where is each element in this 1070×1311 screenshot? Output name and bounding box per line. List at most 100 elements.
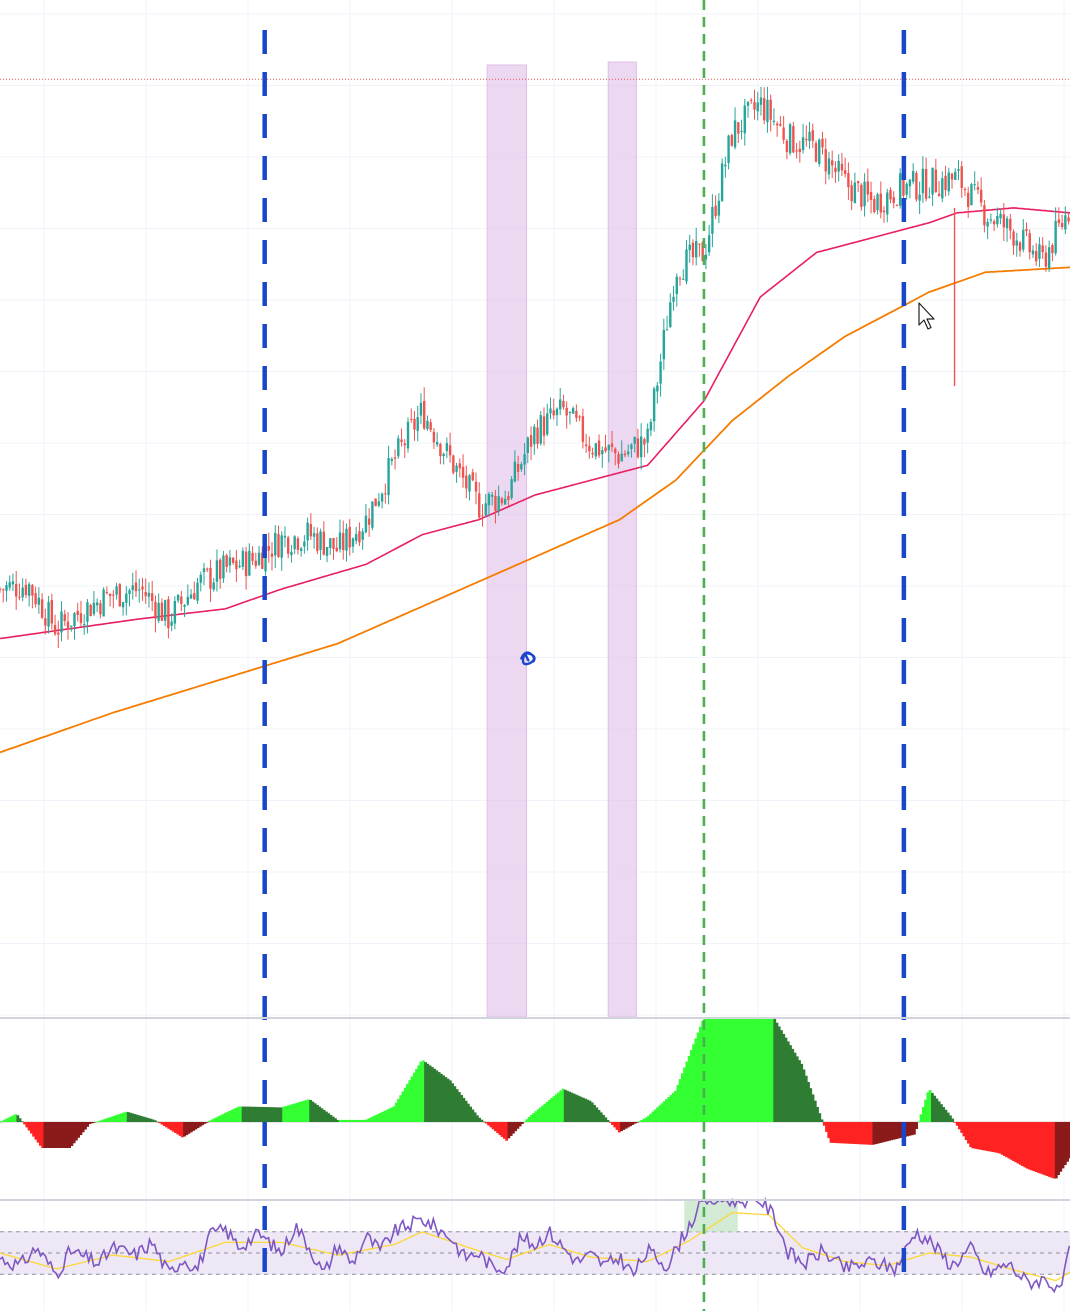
candle-body (594, 443, 598, 457)
histogram-bar (1068, 1122, 1070, 1159)
histogram-bar (550, 1098, 554, 1122)
candle-body (57, 632, 60, 635)
histogram-bar (543, 1103, 547, 1122)
candle-body (235, 560, 238, 570)
histogram-bar (151, 1119, 155, 1122)
histogram-bar (829, 1122, 833, 1143)
candle-body (669, 302, 672, 327)
histogram-bar (737, 1018, 741, 1122)
histogram-bar (921, 1107, 925, 1122)
histogram-bar (311, 1101, 315, 1122)
histogram-bar (852, 1122, 855, 1144)
candle-body (623, 453, 627, 456)
candle-body (533, 426, 536, 445)
candle-body (325, 546, 329, 556)
candle-body (766, 99, 769, 123)
histogram-bar (457, 1092, 461, 1122)
candle-body (976, 187, 980, 190)
histogram-bar (615, 1122, 619, 1130)
candle-body (435, 441, 439, 445)
candle-body (206, 568, 209, 570)
candle-body (963, 188, 967, 190)
candle-body (805, 138, 808, 141)
blue-scribble-drawing[interactable] (520, 651, 536, 666)
candle-body (814, 143, 818, 162)
histogram-bar (192, 1122, 195, 1131)
candle-body (542, 416, 546, 436)
candle-body (565, 407, 568, 416)
histogram-bar (86, 1122, 90, 1127)
histogram-bar (153, 1120, 157, 1122)
histogram-bar (836, 1122, 840, 1144)
histogram-bar (703, 1018, 707, 1122)
candle-body (461, 466, 465, 478)
histogram-bar (401, 1091, 405, 1122)
histogram-bar (424, 1062, 427, 1122)
histogram-bar (284, 1106, 288, 1122)
histogram-bar (392, 1106, 396, 1122)
candle-body (79, 613, 83, 624)
candle-body (176, 595, 180, 601)
candle-body (559, 399, 562, 410)
histogram-bar (766, 1018, 770, 1122)
candle-body (196, 582, 199, 601)
candle-body (212, 582, 215, 590)
histogram-bar (644, 1117, 648, 1122)
candle-body (743, 105, 746, 134)
candle-body (44, 618, 47, 626)
histogram-bar (257, 1106, 261, 1122)
histogram-bar (568, 1091, 572, 1122)
vertical-marker-lines[interactable] (262, 0, 907, 1311)
histogram-bar (379, 1112, 382, 1122)
histogram-bar (336, 1119, 340, 1122)
candle-body (717, 200, 721, 216)
candle-body (568, 411, 572, 413)
histogram-bar (480, 1119, 484, 1122)
histogram-bar (881, 1122, 885, 1143)
histogram-bar (104, 1118, 108, 1122)
candle-body (856, 181, 860, 184)
candle-body (772, 120, 776, 122)
candle-body (403, 443, 406, 446)
histogram-bar (286, 1105, 290, 1122)
histogram-bar (466, 1103, 470, 1122)
candle-body (115, 586, 118, 595)
candle-body (264, 547, 267, 572)
histogram-bar (949, 1115, 952, 1122)
candle-body (520, 464, 523, 470)
candle-body (902, 173, 905, 196)
histogram-bar (617, 1122, 621, 1133)
candle-body (510, 479, 513, 498)
histogram-bar (867, 1122, 871, 1145)
histogram-bar (762, 1018, 765, 1122)
histogram-bar (978, 1122, 982, 1150)
candle-body (536, 427, 539, 444)
candle-body (361, 531, 364, 540)
histogram-bar (816, 1106, 819, 1122)
candle-body (393, 457, 397, 459)
candle-body (154, 601, 157, 619)
histogram-bar (631, 1122, 635, 1125)
candle-body (507, 496, 510, 501)
histogram-bar (455, 1089, 459, 1122)
histogram-bar (820, 1119, 824, 1122)
candle-body (40, 599, 44, 618)
candle-body (231, 557, 235, 563)
candle-body (931, 167, 934, 195)
candle-body (1005, 218, 1009, 229)
histogram-bar (149, 1118, 153, 1122)
candle-body (588, 445, 591, 452)
candle-body (843, 170, 847, 174)
histogram-bar (446, 1078, 450, 1122)
candle-body (89, 604, 92, 617)
candle-body (338, 532, 342, 550)
histogram-bar (539, 1107, 542, 1122)
candle-body (95, 602, 99, 606)
histogram-bar (509, 1122, 513, 1136)
histogram-bar (530, 1114, 533, 1122)
candle-body (134, 582, 138, 592)
histogram-bar (714, 1018, 718, 1122)
histogram-bar (273, 1107, 277, 1122)
